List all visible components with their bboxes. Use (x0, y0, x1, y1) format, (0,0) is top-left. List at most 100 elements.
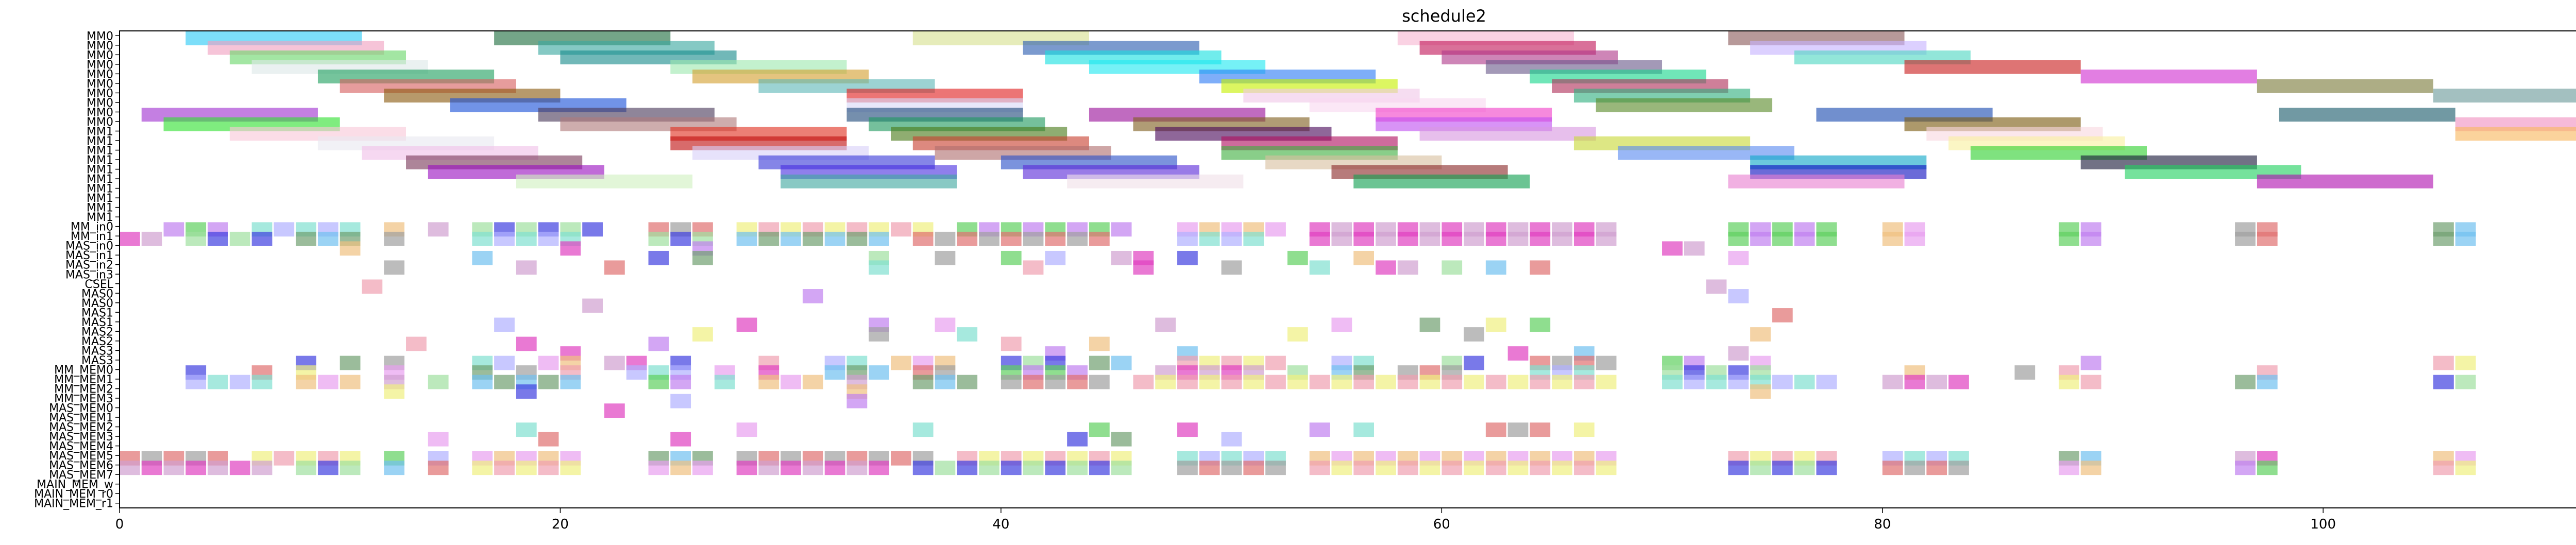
slot-mark (891, 355, 911, 370)
slot-mark (1728, 289, 1749, 303)
slot-mark (1133, 374, 1154, 389)
slot-mark (1530, 231, 1551, 246)
slot-mark (516, 422, 537, 437)
slot-mark (957, 374, 978, 389)
slot-mark (846, 394, 868, 408)
slot-mark (538, 231, 559, 246)
slot-mark (1155, 374, 1176, 389)
slot-mark (1419, 374, 1440, 389)
slot-mark (1507, 231, 1529, 246)
slot-mark (1419, 231, 1440, 246)
x-tick-label: 20 (552, 517, 569, 532)
slot-mark (1816, 231, 1837, 246)
slot-mark (251, 374, 273, 389)
slot-mark (1353, 374, 1374, 389)
slot-mark (1507, 374, 1529, 389)
slot-mark (604, 355, 625, 370)
slot-mark (1287, 327, 1308, 342)
slot-mark (1728, 374, 1749, 389)
slot-mark (670, 231, 691, 246)
slot-mark (2433, 231, 2454, 246)
slot-mark (935, 231, 956, 246)
slot-mark (1309, 461, 1330, 475)
slot-mark (1309, 422, 1330, 437)
slot-mark (1397, 374, 1418, 389)
slot-mark (604, 260, 625, 275)
slot-mark (692, 327, 713, 342)
slot-mark (208, 461, 228, 475)
slot-mark (472, 374, 493, 389)
slot-mark (781, 461, 801, 475)
slot-mark (1045, 461, 1066, 475)
y-tick-label: MM_MEM0 (54, 364, 113, 377)
slot-mark (1926, 374, 1947, 389)
slot-mark (1067, 432, 1088, 447)
slot-mark (979, 461, 999, 475)
slot-mark (1596, 355, 1617, 370)
slot-mark (538, 355, 559, 370)
slot-mark (362, 279, 383, 294)
slot-mark (1067, 461, 1088, 475)
slot-mark (869, 231, 890, 246)
slot-mark (1309, 374, 1330, 389)
slot-mark (1089, 422, 1110, 437)
y-tick-label: MAS_MEM7 (49, 469, 113, 482)
slot-mark (1177, 250, 1198, 265)
task-bar (1904, 60, 2081, 74)
slot-mark (120, 461, 140, 475)
slot-mark (2058, 374, 2079, 389)
slot-mark (935, 317, 956, 332)
slot-mark (2433, 461, 2454, 475)
slot-mark (2235, 231, 2256, 246)
slot-mark (1221, 231, 1242, 246)
slot-mark (891, 222, 911, 237)
slot-mark (296, 231, 316, 246)
slot-mark (869, 365, 890, 380)
slot-mark (494, 461, 515, 475)
slot-mark (1728, 461, 1749, 475)
slot-mark (1067, 374, 1088, 389)
slot-mark (736, 461, 757, 475)
slot-mark (1089, 336, 1110, 351)
slot-mark (516, 231, 537, 246)
slot-mark (340, 374, 361, 389)
slot-mark (1221, 260, 1242, 275)
plot-frame (119, 30, 2576, 508)
slot-mark (317, 374, 338, 389)
slot-mark (317, 461, 338, 475)
slot-mark (1706, 279, 1727, 294)
slot-mark (1001, 374, 1022, 389)
y-tick-label: MAS1 (81, 306, 113, 319)
slot-mark (560, 461, 581, 475)
slot-mark (1442, 461, 1463, 475)
y-tick-label: MM1 (87, 192, 113, 205)
slot-mark (2455, 355, 2476, 370)
slot-mark (714, 374, 735, 389)
slot-mark (1353, 250, 1374, 265)
slot-mark (1728, 346, 1749, 361)
slot-mark (1001, 336, 1022, 351)
slot-mark (1662, 241, 1683, 256)
slot-mark (1309, 231, 1330, 246)
slot-mark (1221, 374, 1242, 389)
slot-mark (516, 336, 537, 351)
slot-mark (1794, 374, 1815, 389)
slot-mark (208, 374, 228, 389)
slot-mark (1199, 374, 1220, 389)
slot-mark (1728, 250, 1749, 265)
slot-mark (2080, 374, 2102, 389)
y-tick-label: MAS_MEM6 (49, 459, 113, 472)
slot-mark (1177, 374, 1198, 389)
slot-mark (1265, 355, 1286, 370)
task-bar (2080, 70, 2257, 83)
slot-mark (1750, 327, 1771, 342)
slot-mark (935, 374, 956, 389)
slot-mark (1045, 250, 1066, 265)
slot-mark (1177, 422, 1198, 437)
slot-mark (1111, 250, 1132, 265)
x-axis: 0 20 40 60 80 100 (115, 508, 2336, 532)
slot-mark (1023, 461, 1044, 475)
slot-mark (1750, 384, 1771, 399)
slot-mark (340, 355, 361, 370)
